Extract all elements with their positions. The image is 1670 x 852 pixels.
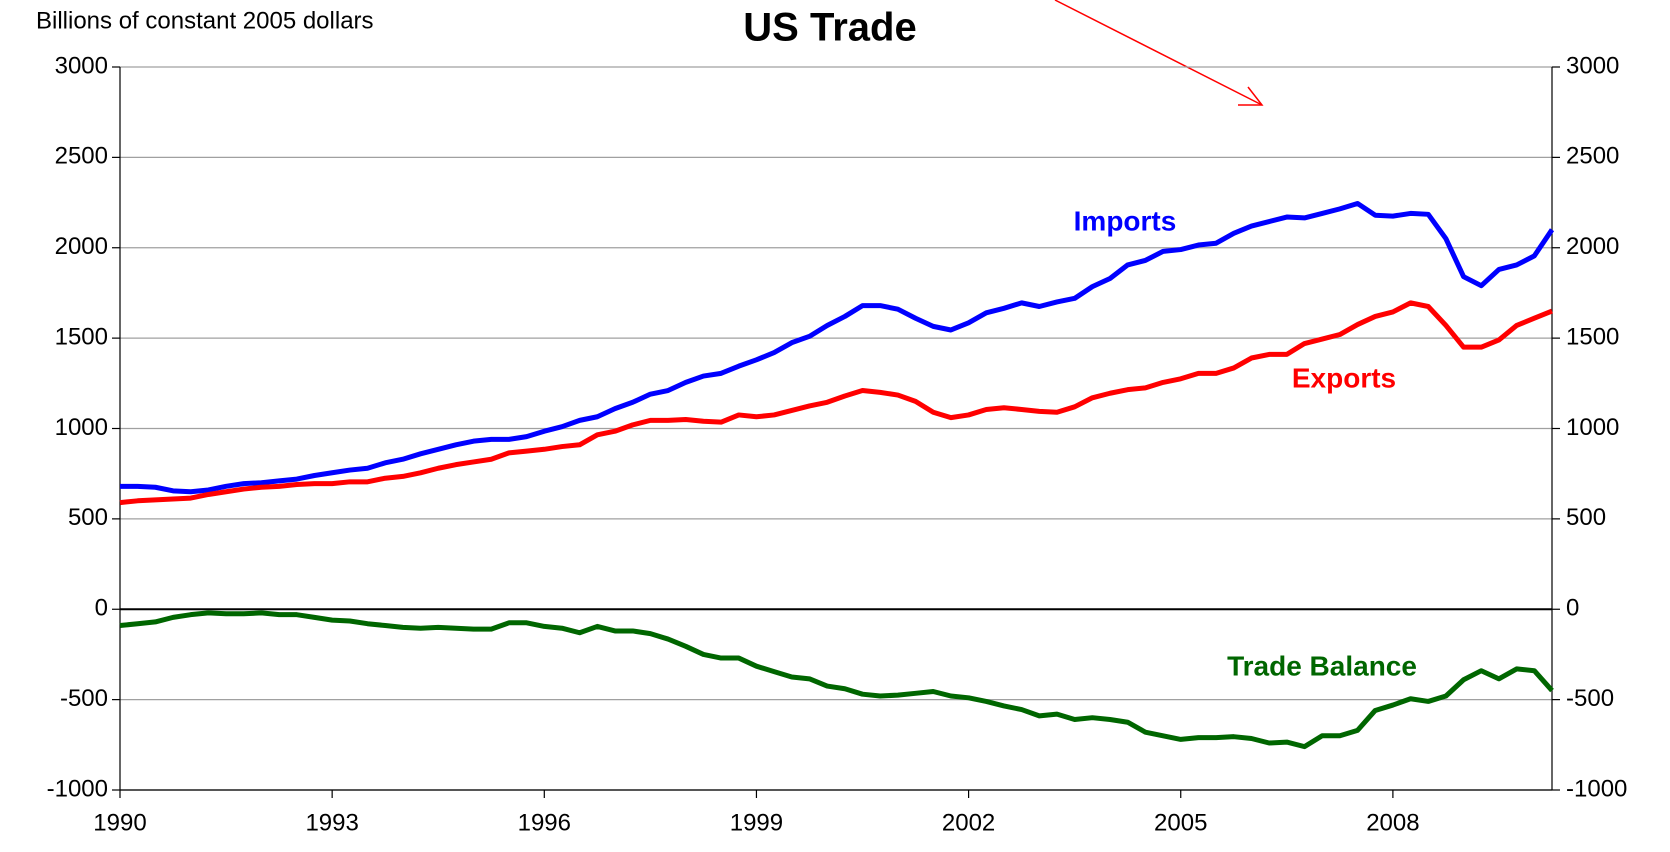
- x-tick-label: 2008: [1366, 809, 1419, 836]
- y2-tick-label: -500: [1566, 685, 1614, 712]
- y-tick-label: 500: [68, 504, 108, 531]
- line-series: [119, 610, 1554, 750]
- y-tick-label: 1500: [55, 323, 108, 350]
- y-tick-label: -500: [60, 685, 108, 712]
- x-tick-label: 1996: [518, 809, 571, 836]
- line-series: [119, 300, 1553, 506]
- y2-tick-label: 3000: [1566, 52, 1619, 79]
- y-axis-label: Billions of constant 2005 dollars: [36, 7, 374, 34]
- chart-title: US Trade: [743, 6, 916, 50]
- y-tick-label: 3000: [55, 52, 108, 79]
- x-tick-label: 1999: [730, 809, 783, 836]
- y-tick-label: 0: [95, 595, 108, 622]
- y2-tick-label: 2500: [1566, 143, 1619, 170]
- series-label: Imports: [1074, 205, 1177, 236]
- y2-tick-label: 1500: [1566, 323, 1619, 350]
- x-tick-label: 1990: [93, 809, 146, 836]
- y2-tick-label: 2000: [1566, 233, 1619, 260]
- series-label: Exports: [1292, 362, 1396, 393]
- y2-tick-label: 1000: [1566, 414, 1619, 441]
- y2-tick-label: 0: [1566, 595, 1579, 622]
- x-tick-label: 2002: [942, 809, 995, 836]
- y-tick-label: 2500: [55, 143, 108, 170]
- y2-tick-label: 500: [1566, 504, 1606, 531]
- arrow: [1054, 0, 1264, 106]
- x-tick-label: 2005: [1154, 809, 1207, 836]
- line-series: [120, 200, 1555, 495]
- series-label: Trade Balance: [1227, 650, 1417, 681]
- y2-tick-label: -1000: [1566, 775, 1627, 802]
- y-tick-label: 1000: [55, 414, 108, 441]
- x-tick-label: 1993: [305, 809, 358, 836]
- y-tick-label: -1000: [47, 775, 108, 802]
- y-tick-label: 2000: [55, 233, 108, 260]
